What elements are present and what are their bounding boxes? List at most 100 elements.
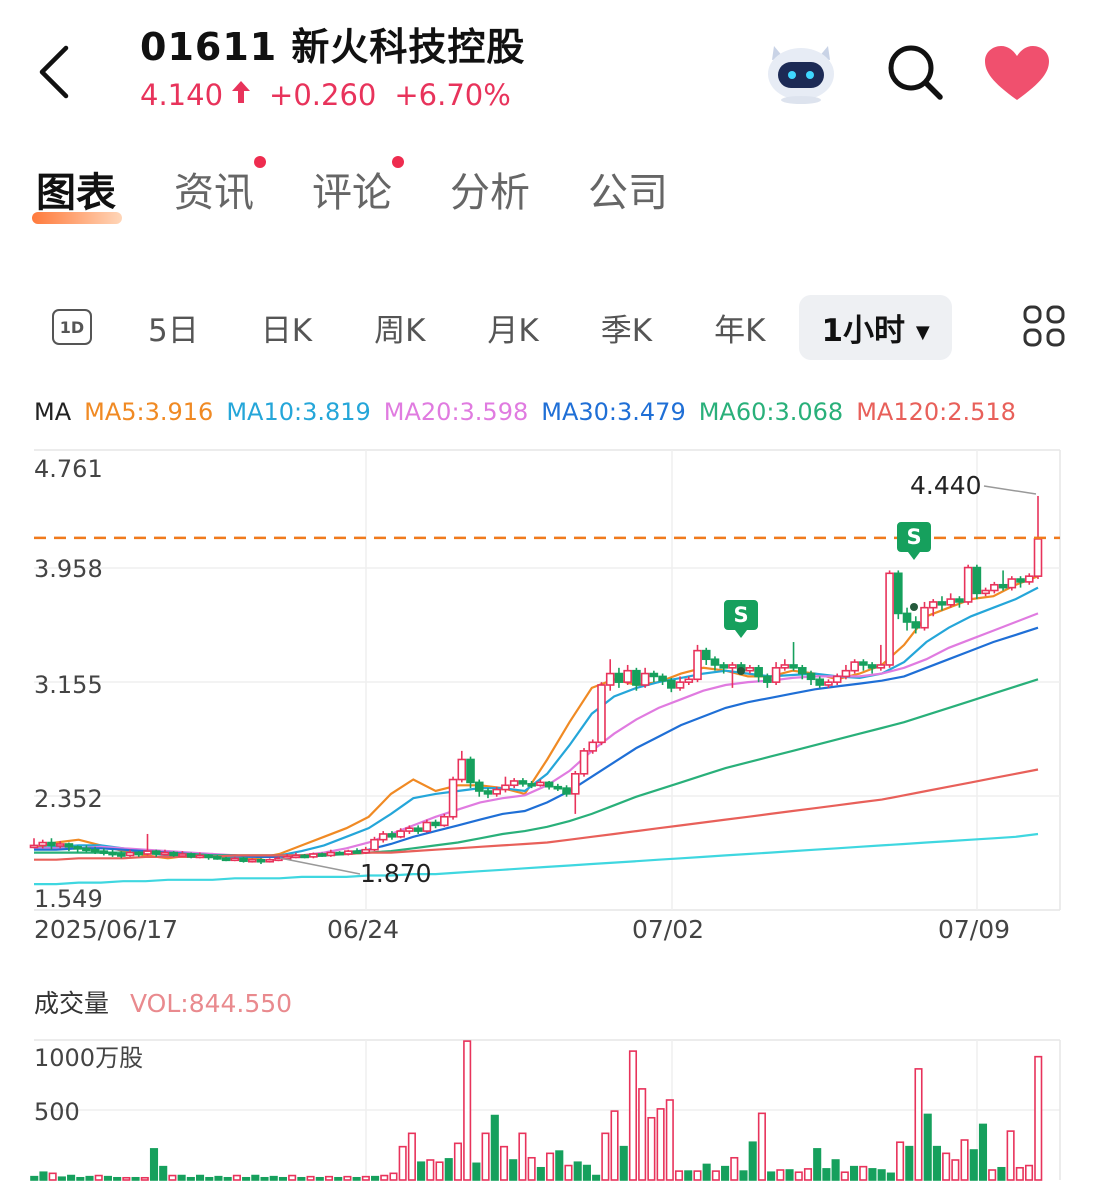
candle	[920, 601, 929, 631]
volume-bar	[896, 1141, 905, 1181]
candle	[876, 644, 886, 671]
candle	[239, 856, 248, 863]
candle	[457, 750, 467, 783]
signal-dot	[910, 603, 918, 611]
candle	[841, 664, 851, 680]
period-daily-k[interactable]: 日K	[260, 312, 313, 349]
candle-body	[579, 750, 589, 775]
candle-body	[501, 784, 510, 791]
volume-bar	[813, 1148, 822, 1181]
candle-body	[474, 781, 484, 792]
volume-bar	[997, 1166, 1006, 1181]
tab-analysis[interactable]: 分析	[450, 170, 530, 216]
volume-bar	[48, 1172, 57, 1181]
candle-body	[343, 850, 353, 855]
volume-bar	[472, 1162, 481, 1181]
volume-bar	[251, 1174, 260, 1181]
volume-bar	[582, 1164, 591, 1181]
volume-bar	[693, 1170, 702, 1181]
candle	[169, 851, 178, 857]
candle	[832, 673, 842, 686]
last-price: 4.140	[140, 78, 224, 112]
chart-settings-button[interactable]	[1022, 304, 1066, 348]
volume-bar	[140, 1176, 149, 1181]
candle-body	[387, 833, 397, 838]
candle-body	[300, 854, 309, 859]
back-button[interactable]	[30, 42, 80, 102]
candle-body	[911, 621, 921, 629]
candle	[570, 770, 580, 814]
candle	[134, 851, 144, 857]
candle-body	[754, 667, 763, 678]
tab-company[interactable]: 公司	[588, 170, 668, 216]
period-5d[interactable]: 5日	[148, 312, 199, 349]
candle-body	[492, 788, 502, 795]
volume-bar	[122, 1176, 131, 1181]
candle-body	[1024, 575, 1034, 583]
signal-label: S	[906, 525, 921, 549]
volume-bar	[656, 1108, 665, 1181]
candle	[309, 852, 318, 859]
volume-bar	[113, 1176, 122, 1181]
period-yearly-k[interactable]: 年K	[714, 312, 766, 349]
ma5-value: MA5:3.916	[84, 398, 214, 426]
candle-body	[623, 669, 632, 683]
candle	[378, 831, 388, 843]
tab-chart[interactable]: 图表	[32, 160, 122, 224]
sell-signal-marker: S	[897, 522, 931, 560]
candle-body	[64, 843, 74, 848]
candle-body	[885, 572, 894, 666]
period-quarterly-k[interactable]: 季K	[600, 312, 653, 349]
candle-body	[859, 661, 868, 666]
volume-bar	[490, 1114, 499, 1181]
volume-bar	[592, 1174, 601, 1181]
volume-bar	[978, 1123, 988, 1181]
candle-body	[265, 858, 275, 863]
candle-body	[309, 853, 318, 858]
volume-bar	[398, 1145, 407, 1181]
search-button[interactable]	[885, 42, 945, 102]
ma30-value: MA30:3.479	[541, 398, 686, 426]
candle-body	[667, 679, 676, 689]
candle-body	[73, 846, 82, 850]
candle	[492, 786, 502, 797]
candle-body	[570, 773, 580, 795]
candle-body	[684, 678, 694, 683]
volume-bar	[214, 1175, 223, 1181]
volume-bar	[546, 1152, 555, 1181]
volume-bar	[30, 1175, 39, 1181]
tab-news[interactable]: 资讯	[174, 156, 266, 218]
volume-bar	[730, 1156, 739, 1181]
candle	[824, 679, 833, 688]
period-dropdown-selected[interactable]: 1小时 ▼	[799, 294, 952, 360]
candle-body	[38, 841, 48, 847]
tab-comments[interactable]: 评论	[312, 156, 404, 218]
candle-body	[701, 649, 711, 661]
volume-title: 成交量	[34, 989, 109, 1018]
candle-body	[588, 741, 598, 752]
price-change-pct: +6.70%	[394, 78, 511, 112]
candle	[38, 839, 48, 849]
period-monthly-k[interactable]: 月K	[487, 312, 539, 349]
candle	[343, 849, 353, 856]
volume-bar	[711, 1170, 720, 1181]
period-weekly-k[interactable]: 周K	[374, 312, 426, 349]
candle-body	[99, 850, 109, 854]
candle-body	[47, 841, 56, 847]
candle-body	[876, 664, 886, 669]
intraday-1d-button[interactable]: 1D	[52, 309, 92, 345]
volume-bar	[242, 1176, 251, 1181]
volume-bar	[803, 1168, 813, 1181]
candle-body	[213, 856, 222, 860]
volume-bar	[831, 1159, 840, 1181]
favorite-button[interactable]	[982, 44, 1052, 104]
chart-grid	[34, 449, 1061, 1180]
candle	[902, 607, 912, 631]
volume-bar	[1024, 1164, 1034, 1181]
volume-bar	[334, 1176, 343, 1181]
candle	[361, 846, 371, 855]
volume-bar	[67, 1174, 76, 1181]
robot-assistant-button[interactable]	[762, 38, 840, 104]
volume-bar	[205, 1176, 214, 1181]
